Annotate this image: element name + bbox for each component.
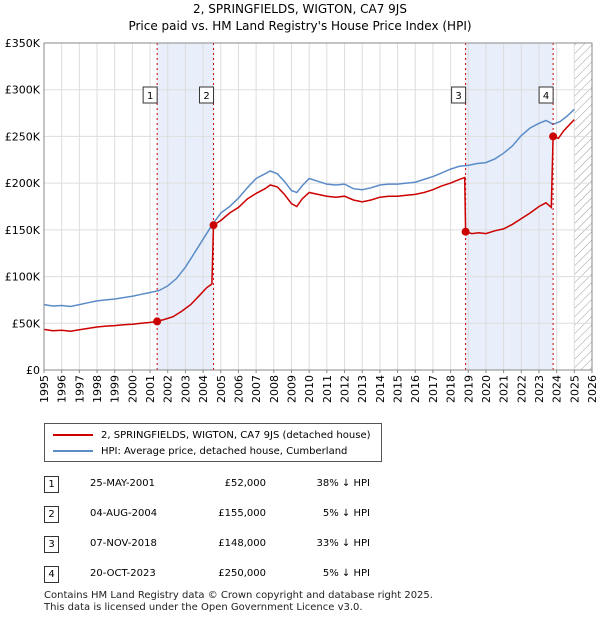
y-tick-label: £300K — [5, 84, 41, 97]
sale-row: 2 04-AUG-2004 £155,000 5% ↓ HPI — [0, 506, 600, 526]
y-tick-label: £150K — [5, 224, 41, 237]
x-tick-label: 2025 — [568, 375, 581, 403]
x-tick-label: 2012 — [339, 375, 352, 403]
sale-label: 1 — [147, 91, 153, 102]
y-tick-label: £200K — [5, 177, 41, 190]
x-tick-label: 2007 — [250, 375, 263, 403]
sale-date: 04-AUG-2004 — [90, 508, 158, 519]
hpi-line — [43, 108, 575, 308]
legend-label-property: 2, SPRINGFIELDS, WIGTON, CA7 9JS (detach… — [101, 429, 371, 441]
x-tick-label: 2002 — [162, 375, 175, 403]
chart-title: 2, SPRINGFIELDS, WIGTON, CA7 9JS — [193, 2, 407, 16]
x-tick-label: 2000 — [126, 375, 139, 403]
legend-swatch-property — [53, 434, 93, 436]
legend-label-hpi: HPI: Average price, detached house, Cumb… — [101, 445, 348, 457]
sale-date: 07-NOV-2018 — [90, 538, 157, 549]
chart-subtitle: Price paid vs. HM Land Registry's House … — [128, 19, 472, 33]
price-chart: 1 2 3 4 £0 £50K £100K £150K £200K £250K £300K £350… — [5, 37, 599, 403]
x-tick-label: 1995 — [38, 375, 51, 403]
x-tick-label: 2011 — [321, 375, 334, 403]
sale-number-badge: 1 — [44, 476, 59, 493]
legend-swatch-hpi — [53, 450, 93, 452]
sale-point — [209, 221, 218, 230]
sale-point — [461, 227, 470, 236]
footer-licence: This data is licensed under the Open Gov… — [44, 602, 363, 613]
x-tick-label: 2001 — [144, 375, 157, 403]
sale-label-box — [199, 86, 215, 104]
x-tick-label: 2024 — [551, 375, 564, 403]
legend: 2, SPRINGFIELDS, WIGTON, CA7 9JS (detach… — [44, 423, 382, 462]
sale-label-box — [451, 86, 467, 104]
sale-price: £250,000 — [218, 568, 266, 579]
x-tick-label: 2026 — [586, 375, 599, 403]
sale-label: 2 — [203, 91, 209, 102]
sale-row: 4 20-OCT-2023 £250,000 5% ↓ HPI — [0, 566, 600, 586]
sale-number-badge: 3 — [44, 536, 59, 553]
sale-number-badge: 2 — [44, 506, 59, 523]
sale-hpi-diff: 38% ↓ HPI — [316, 478, 370, 489]
y-tick-label: £50K — [12, 317, 41, 330]
y-tick-label: £350K — [5, 37, 41, 50]
sale-row: 3 07-NOV-2018 £148,000 33% ↓ HPI — [0, 536, 600, 556]
sale-hpi-diff: 5% ↓ HPI — [322, 508, 370, 519]
footer-copyright: Contains HM Land Registry data © Crown c… — [44, 590, 433, 601]
x-tick-label: 2019 — [462, 375, 475, 403]
x-tick-label: 1999 — [109, 375, 122, 403]
x-tick-label: 2016 — [409, 375, 422, 403]
sale-date: 25-MAY-2001 — [90, 478, 156, 489]
x-tick-label: 2022 — [515, 375, 528, 403]
x-tick-label: 2021 — [498, 375, 511, 403]
y-tick-label: £100K — [5, 271, 41, 284]
legend-item-hpi: HPI: Average price, detached house, Cumb… — [45, 444, 347, 458]
sale-point — [549, 132, 558, 141]
x-tick-label: 1998 — [91, 375, 104, 403]
sale-hpi-diff: 33% ↓ HPI — [316, 538, 370, 549]
x-tick-label: 2009 — [285, 375, 298, 403]
sale-price: £155,000 — [218, 508, 266, 519]
x-tick-label: 1996 — [56, 375, 69, 403]
x-tick-label: 2004 — [197, 375, 210, 403]
x-tick-label: 2023 — [533, 375, 546, 403]
x-tick-label: 2013 — [356, 375, 369, 403]
sale-label-box — [538, 86, 554, 104]
future-hatch — [574, 43, 592, 370]
x-tick-label: 2003 — [179, 375, 192, 403]
x-tick-label: 1997 — [73, 375, 86, 403]
x-tick-label: 2014 — [374, 375, 387, 403]
x-tick-label: 2020 — [480, 375, 493, 403]
sale-price: £148,000 — [218, 538, 266, 549]
y-tick-label: £250K — [5, 130, 41, 143]
y-tick-label: £0 — [26, 364, 40, 377]
sale-number-badge: 4 — [44, 566, 59, 583]
legend-item-property: 2, SPRINGFIELDS, WIGTON, CA7 9JS (detach… — [45, 428, 371, 442]
sale-hpi-diff: 5% ↓ HPI — [322, 568, 370, 579]
sale-point — [153, 317, 162, 326]
plot-frame — [43, 42, 593, 371]
sale-label-box — [142, 86, 158, 104]
x-tick-label: 2008 — [268, 375, 281, 403]
sale-label: 3 — [455, 91, 461, 102]
sale-label: 4 — [543, 91, 549, 102]
x-tick-label: 2018 — [445, 375, 458, 403]
sale-row: 1 25-MAY-2001 £52,000 38% ↓ HPI — [0, 476, 600, 496]
x-tick-label: 2017 — [427, 375, 440, 403]
sale-price: £52,000 — [224, 478, 266, 489]
x-tick-label: 2010 — [303, 375, 316, 403]
x-tick-label: 2015 — [392, 375, 405, 403]
x-tick-label: 2005 — [215, 375, 228, 403]
x-tick-label: 2006 — [232, 375, 245, 403]
property-price-line — [43, 119, 575, 332]
sale-date: 20-OCT-2023 — [90, 568, 156, 579]
